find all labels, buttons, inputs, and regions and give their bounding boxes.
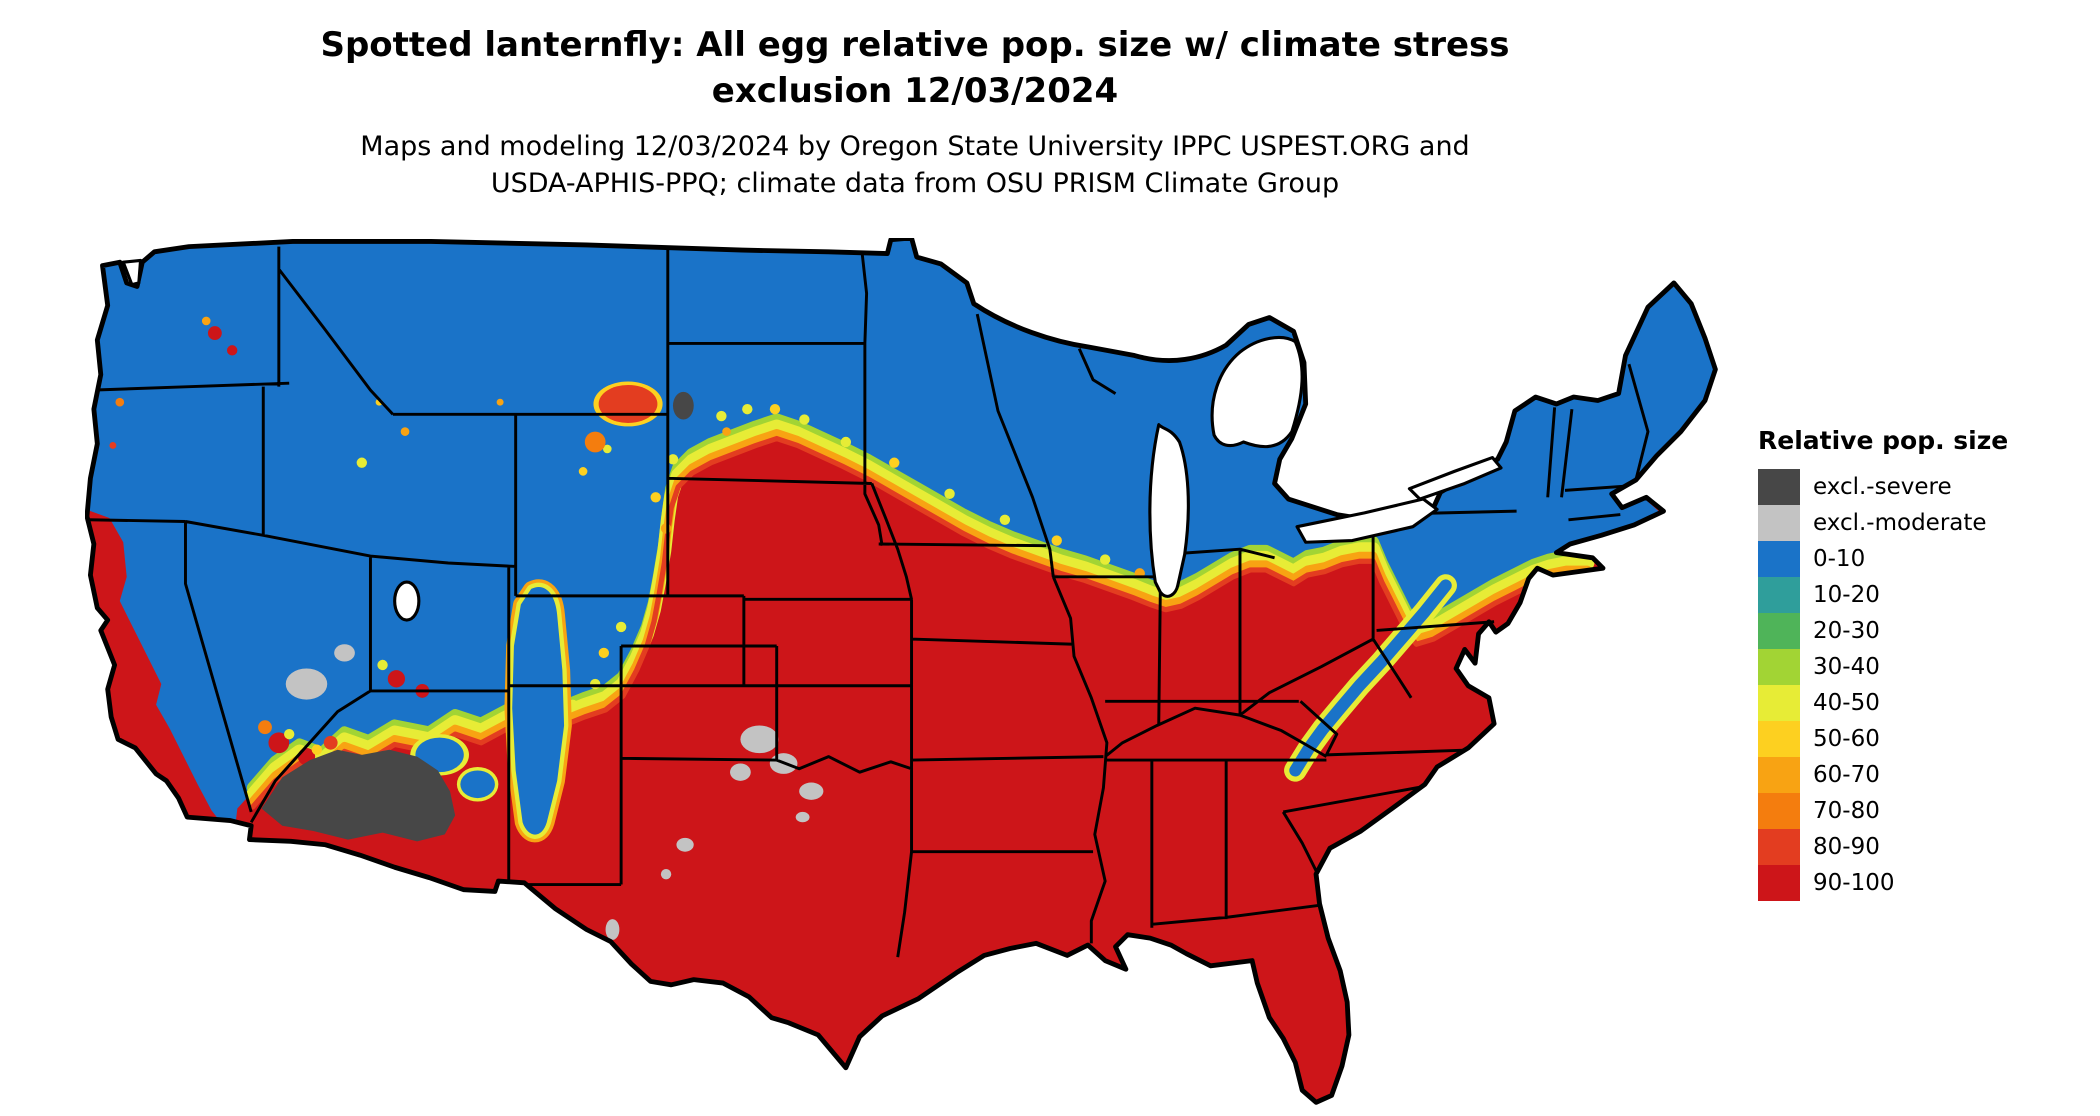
legend-label: excl.-moderate	[1813, 510, 1987, 536]
legend-label: 90-100	[1813, 870, 1895, 896]
legend-swatch	[1758, 505, 1800, 541]
map-title-line2: exclusion 12/03/2024	[711, 71, 1119, 111]
legend-label: excl.-severe	[1813, 474, 1952, 500]
legend-swatch	[1758, 577, 1800, 613]
exclusion-severe-southwest	[261, 749, 456, 842]
legend-item: 0-10	[1758, 541, 2008, 577]
legend-label: 0-10	[1813, 546, 1866, 572]
legend-swatch	[1758, 865, 1800, 901]
legend-item: 80-90	[1758, 829, 2008, 865]
great-salt-lake	[393, 580, 421, 622]
legend-swatch	[1758, 793, 1800, 829]
appalachian-blue-band	[1284, 574, 1457, 782]
legend-item: 50-60	[1758, 721, 2008, 757]
legend-swatch	[1758, 757, 1800, 793]
lake-michigan	[1148, 423, 1190, 598]
new-mexico-blue-strip	[504, 579, 572, 843]
legend-label: 50-60	[1813, 726, 1880, 752]
lake-erie	[1295, 497, 1439, 544]
legend-swatch	[1758, 829, 1800, 865]
legend-item: 40-50	[1758, 685, 2008, 721]
map-title-line1: Spotted lanternfly: All egg relative pop…	[320, 25, 1510, 65]
us-map	[85, 238, 1745, 1111]
legend-swatch	[1758, 721, 1800, 757]
state-borders	[88, 246, 1650, 958]
map-canvas	[85, 238, 1718, 1105]
legend-item: 90-100	[1758, 865, 2008, 901]
legend-label: 40-50	[1813, 690, 1880, 716]
legend-label: 70-80	[1813, 798, 1880, 824]
legend-title: Relative pop. size	[1758, 426, 2009, 455]
legend-swatch	[1758, 685, 1800, 721]
water-bodies	[121, 258, 1503, 622]
legend-swatch	[1758, 649, 1800, 685]
lake-ontario	[1407, 455, 1503, 501]
legend-item: 30-40	[1758, 649, 2008, 685]
arizona-blue-pockets	[410, 734, 499, 802]
map-title: Spotted lanternfly: All egg relative pop…	[0, 22, 1830, 114]
legend-label: 20-30	[1813, 618, 1880, 644]
legend-label: 60-70	[1813, 762, 1880, 788]
legend-item: excl.-moderate	[1758, 505, 2008, 541]
map-subtitle-line2: USDA-APHIS-PPQ; climate data from OSU PR…	[490, 168, 1340, 199]
legend-items: excl.-severe excl.-moderate 0-10 10-20 20-30…	[1758, 469, 2008, 901]
legend-swatch	[1758, 469, 1800, 505]
map-subtitle-line1: Maps and modeling 12/03/2024 by Oregon S…	[360, 131, 1470, 162]
legend-swatch	[1758, 613, 1800, 649]
map-subtitle: Maps and modeling 12/03/2024 by Oregon S…	[0, 128, 1830, 202]
black-hills-exclusion	[672, 391, 694, 420]
legend: Relative pop. size excl.-severe excl.-mod…	[1758, 426, 2008, 901]
puget-sound	[121, 258, 143, 287]
legend-item: 70-80	[1758, 793, 2008, 829]
us-outline	[85, 238, 1718, 1105]
legend-swatch	[1758, 541, 1800, 577]
legend-label: 30-40	[1813, 654, 1880, 680]
legend-item: excl.-severe	[1758, 469, 2008, 505]
legend-item: 20-30	[1758, 613, 2008, 649]
legend-label: 80-90	[1813, 834, 1880, 860]
legend-item: 10-20	[1758, 577, 2008, 613]
lake-huron	[1210, 336, 1304, 449]
legend-label: 10-20	[1813, 582, 1880, 608]
legend-item: 60-70	[1758, 757, 2008, 793]
